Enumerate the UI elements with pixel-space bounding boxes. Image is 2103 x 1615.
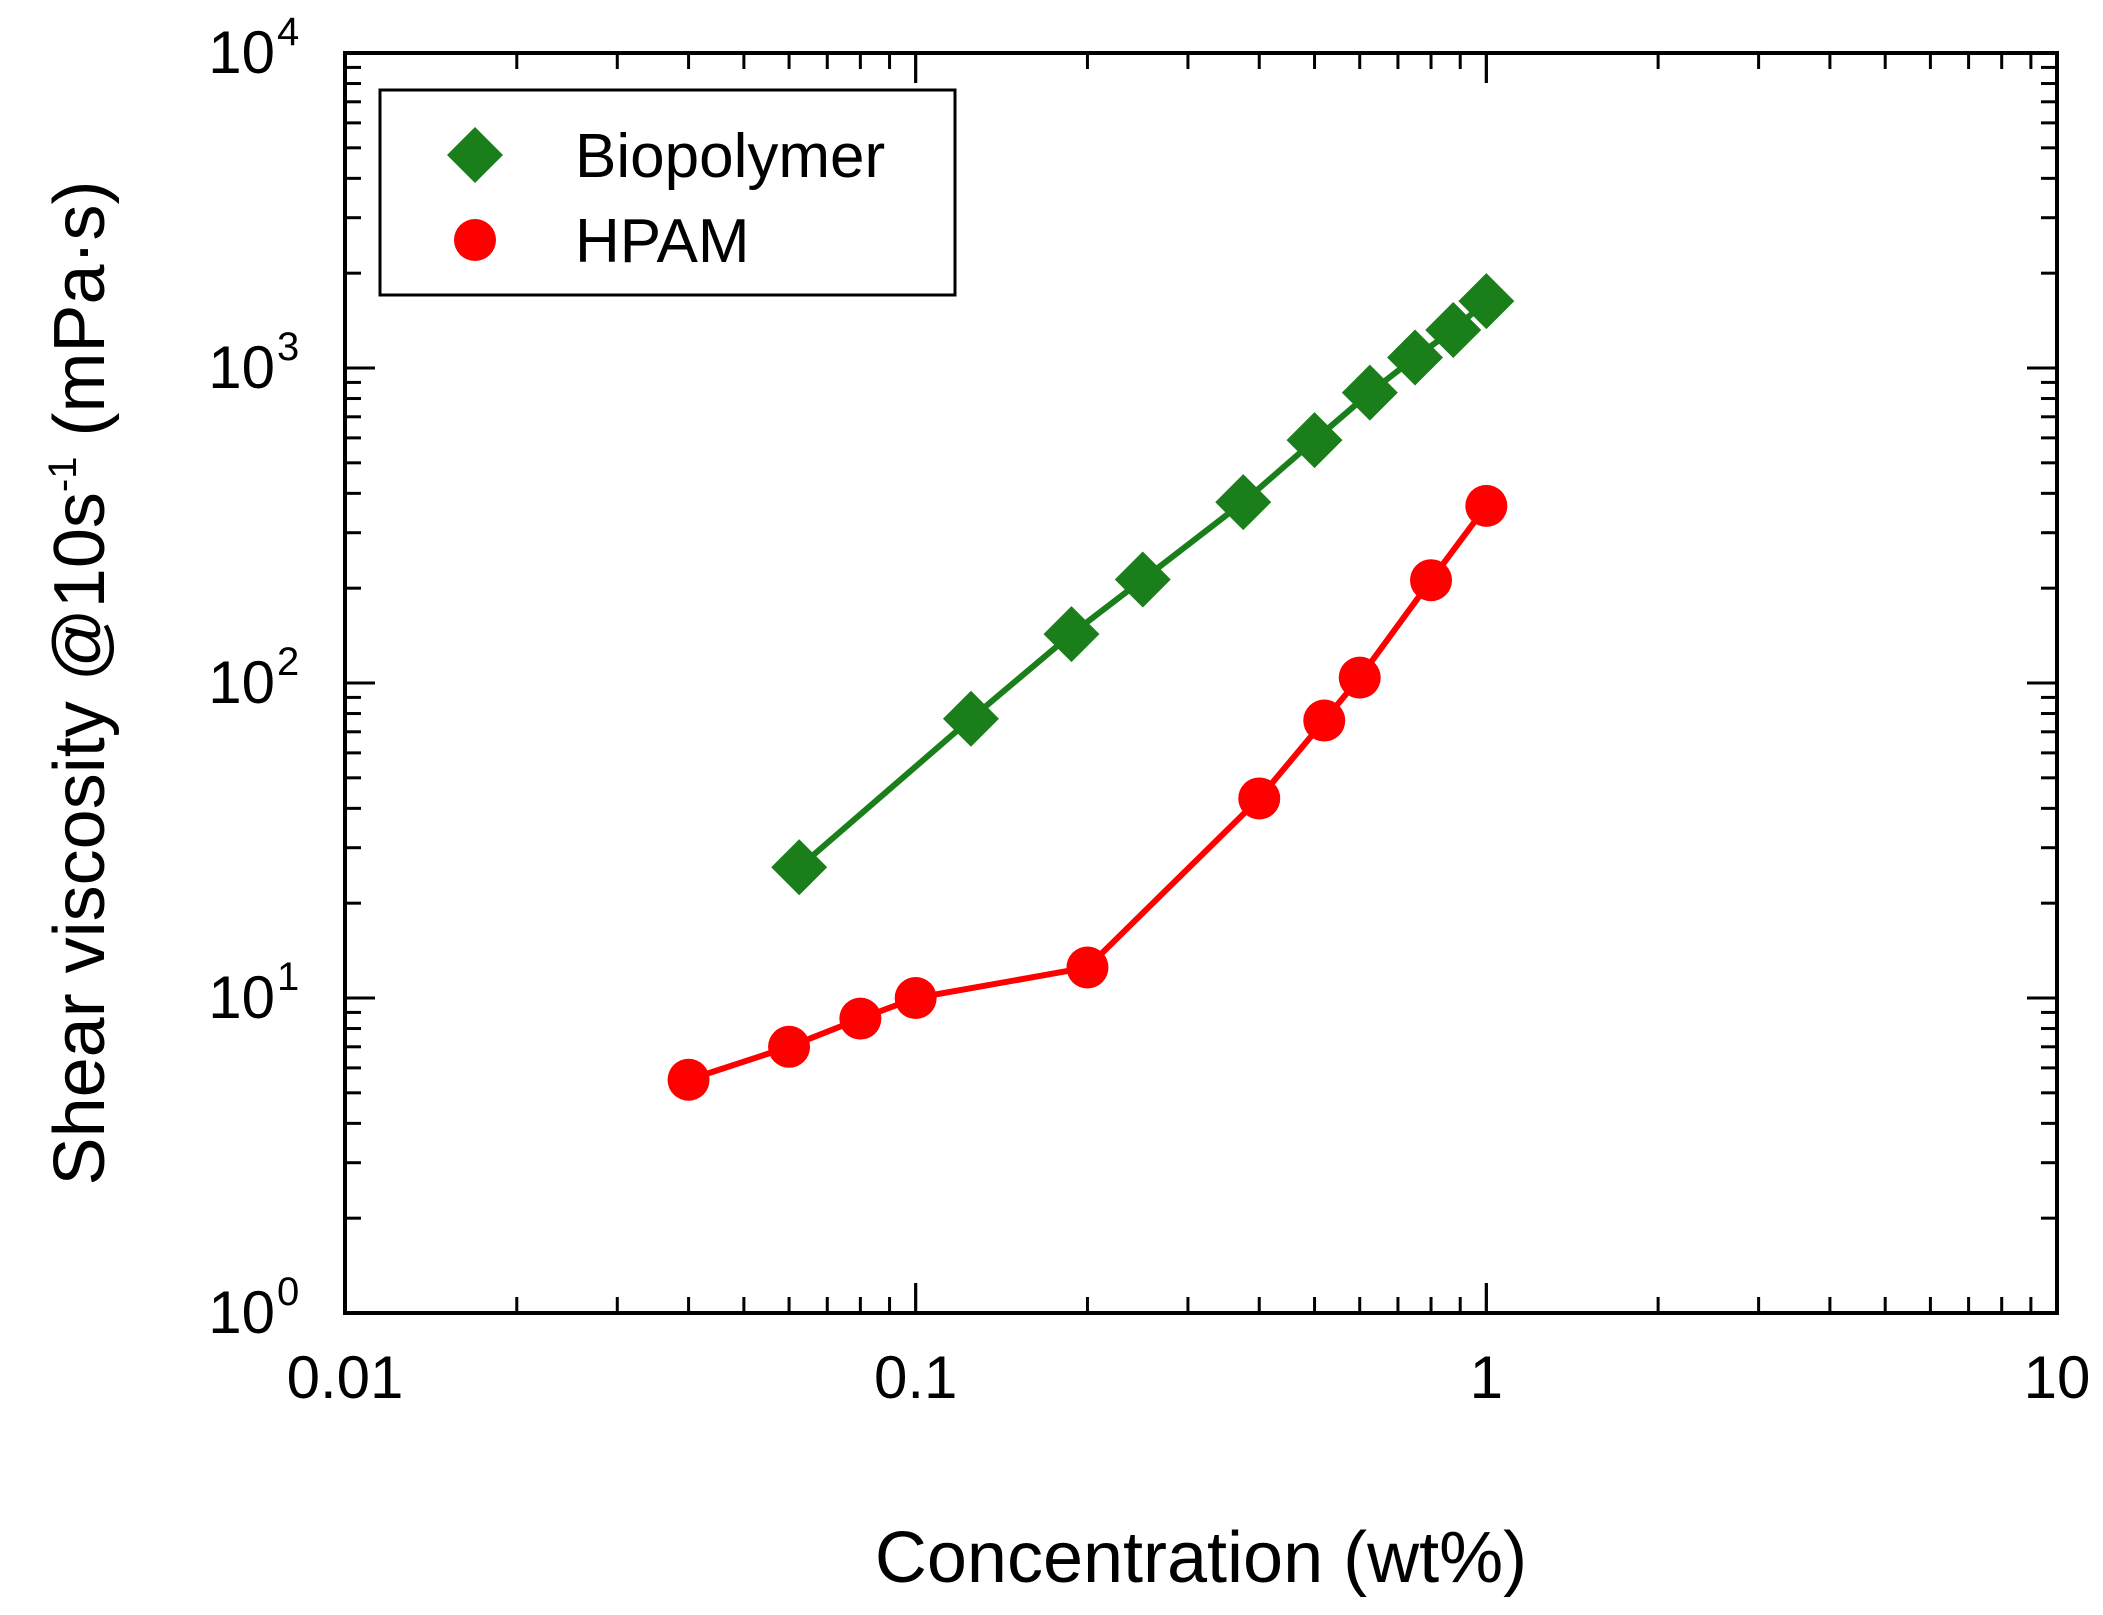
y-axis-title-main: Shear viscosity @10s bbox=[40, 492, 120, 1185]
y-tick-label-exponent: 3 bbox=[277, 325, 299, 369]
y-tick-label-exponent: 2 bbox=[277, 640, 299, 684]
data-point bbox=[1341, 364, 1398, 421]
y-tick-label: 10 bbox=[208, 1279, 275, 1346]
y-tick-label: 10 bbox=[208, 19, 275, 86]
y-tick-label-exponent: 0 bbox=[277, 1270, 299, 1314]
data-point bbox=[894, 977, 937, 1019]
data-point bbox=[1425, 302, 1482, 359]
x-axis-title: Concentration (wt%) bbox=[875, 1518, 1527, 1598]
data-point bbox=[839, 997, 882, 1040]
y-axis-title-superscript: -1 bbox=[41, 457, 85, 493]
y-axis-title: Shear viscosity @10s-1 (mPa·s) bbox=[40, 181, 120, 1186]
y-tick-label: 10 bbox=[208, 334, 275, 401]
legend-box bbox=[378, 88, 957, 297]
series-line bbox=[687, 504, 1489, 1083]
x-tick-label: 0.1 bbox=[874, 1344, 957, 1411]
legend-label: Biopolymer bbox=[575, 122, 885, 191]
y-axis-title-unit: (mPa·s) bbox=[40, 181, 120, 457]
data-point bbox=[1410, 559, 1453, 602]
x-tick-label: 1 bbox=[1470, 1344, 1503, 1411]
data-point bbox=[667, 1058, 710, 1101]
x-tick-label: 0.01 bbox=[287, 1344, 404, 1411]
legend: Biopolymer HPAM bbox=[378, 88, 957, 297]
series-layer bbox=[667, 273, 1515, 1101]
data-point bbox=[1387, 329, 1444, 386]
data-point bbox=[1338, 656, 1381, 699]
plot-frame bbox=[343, 51, 2059, 1315]
data-point bbox=[1238, 777, 1281, 820]
data-point bbox=[1286, 412, 1343, 469]
data-point bbox=[1215, 474, 1272, 531]
data-point bbox=[1043, 606, 1100, 663]
data-point bbox=[1066, 946, 1109, 989]
legend-marker bbox=[447, 127, 503, 183]
series-biopolymer bbox=[771, 273, 1515, 896]
legend-item-hpam: HPAM bbox=[454, 207, 750, 276]
series-line bbox=[797, 298, 1489, 870]
data-point bbox=[1458, 273, 1515, 330]
series-hpam bbox=[667, 484, 1508, 1101]
y-tick-label: 10 bbox=[208, 964, 275, 1031]
data-point bbox=[1114, 551, 1171, 608]
data-point bbox=[768, 1025, 811, 1068]
data-point bbox=[942, 690, 999, 747]
legend-item-biopolymer: Biopolymer bbox=[447, 122, 885, 191]
y-tick-label: 10 bbox=[208, 649, 275, 716]
data-point bbox=[1303, 699, 1346, 742]
y-tick-label-exponent: 4 bbox=[277, 10, 299, 54]
data-point bbox=[1465, 484, 1508, 527]
x-tick-label: 10 bbox=[2024, 1344, 2091, 1411]
data-point bbox=[771, 839, 828, 896]
legend-marker bbox=[454, 219, 496, 261]
y-tick-label-exponent: 1 bbox=[277, 955, 299, 999]
legend-label: HPAM bbox=[575, 207, 750, 276]
